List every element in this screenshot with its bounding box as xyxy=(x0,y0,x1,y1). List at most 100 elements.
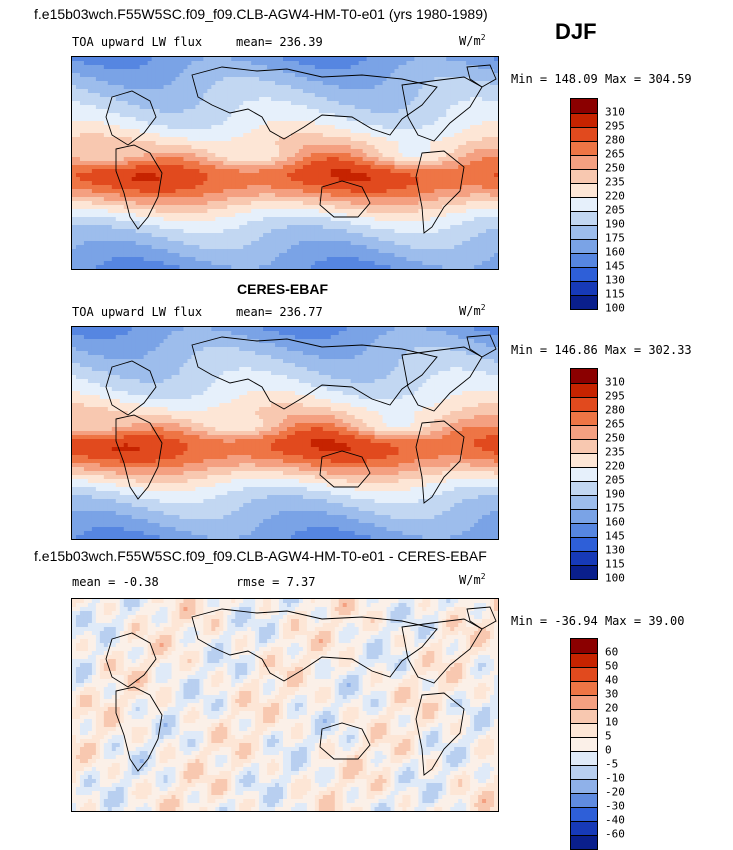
field-cell xyxy=(414,145,419,150)
field-cell xyxy=(72,185,77,190)
field-cell xyxy=(446,133,451,138)
field-cell xyxy=(112,61,117,66)
field-cell xyxy=(367,61,372,66)
field-cell xyxy=(351,153,356,158)
field-cell xyxy=(180,89,185,94)
field-cell xyxy=(211,209,216,214)
field-cell xyxy=(315,213,320,218)
field-cell xyxy=(371,209,376,214)
field-cell xyxy=(140,65,145,70)
field-cell xyxy=(156,101,161,106)
field-cell xyxy=(271,181,276,186)
field-cell xyxy=(160,145,165,150)
field-cell xyxy=(235,93,240,98)
field-cell xyxy=(191,65,196,70)
field-cell xyxy=(207,125,212,130)
field-cell xyxy=(215,101,220,106)
field-cell xyxy=(243,197,248,202)
field-cell xyxy=(283,185,288,190)
field-cell xyxy=(172,105,177,110)
field-cell xyxy=(319,85,324,90)
field-cell xyxy=(219,137,224,142)
field-cell xyxy=(243,121,248,126)
field-cell xyxy=(259,121,264,126)
field-cell xyxy=(195,149,200,154)
field-cell xyxy=(267,109,272,114)
field-cell xyxy=(104,237,109,242)
field-cell xyxy=(311,69,316,74)
field-cell xyxy=(231,77,236,82)
field-cell xyxy=(371,213,376,218)
field-cell xyxy=(207,233,212,238)
field-cell xyxy=(80,133,85,138)
field-cell xyxy=(243,153,248,158)
field-cell xyxy=(466,121,471,126)
field-cell xyxy=(291,117,296,122)
field-cell xyxy=(438,193,443,198)
field-cell xyxy=(164,225,169,230)
field-cell xyxy=(124,57,129,62)
field-cell xyxy=(438,93,443,98)
field-cell xyxy=(434,165,439,170)
field-cell xyxy=(120,73,125,78)
field-cell xyxy=(494,221,498,226)
field-cell xyxy=(140,241,145,246)
field-cell xyxy=(331,97,336,102)
field-cell xyxy=(486,197,491,202)
field-cell xyxy=(92,209,97,214)
field-cell xyxy=(96,137,101,142)
field-cell xyxy=(227,197,232,202)
field-cell xyxy=(359,129,364,134)
field-cell xyxy=(271,189,276,194)
field-cell xyxy=(335,101,340,106)
field-cell xyxy=(176,117,181,122)
field-cell xyxy=(394,181,399,186)
field-cell xyxy=(315,209,320,214)
field-cell xyxy=(144,113,149,118)
field-cell xyxy=(128,105,133,110)
field-cell xyxy=(124,157,129,162)
field-cell xyxy=(187,205,192,210)
field-cell xyxy=(331,101,336,106)
field-cell xyxy=(359,145,364,150)
field-cell xyxy=(375,173,380,178)
field-cell xyxy=(251,189,256,194)
field-cell xyxy=(88,121,93,126)
field-cell xyxy=(339,129,344,134)
field-cell xyxy=(92,217,97,222)
field-cell xyxy=(211,141,216,146)
field-cell xyxy=(486,169,491,174)
field-cell xyxy=(108,229,113,234)
field-cell xyxy=(144,57,149,62)
field-cell xyxy=(323,161,328,166)
field-cell xyxy=(379,153,384,158)
field-cell xyxy=(223,125,228,130)
field-cell xyxy=(187,165,192,170)
field-cell xyxy=(203,189,208,194)
field-cell xyxy=(255,137,260,142)
field-cell xyxy=(271,65,276,70)
field-cell xyxy=(283,181,288,186)
field-cell xyxy=(434,181,439,186)
field-cell xyxy=(283,197,288,202)
field-cell xyxy=(486,69,491,74)
field-cell xyxy=(195,157,200,162)
field-cell xyxy=(402,189,407,194)
field-cell xyxy=(490,153,495,158)
field-cell xyxy=(128,229,133,234)
field-cell xyxy=(148,237,153,242)
field-cell xyxy=(383,161,388,166)
field-cell xyxy=(136,149,141,154)
field-cell xyxy=(458,129,463,134)
field-cell xyxy=(144,205,149,210)
field-cell xyxy=(88,105,93,110)
field-cell xyxy=(406,89,411,94)
field-cell xyxy=(442,105,447,110)
field-cell xyxy=(132,109,137,114)
field-cell xyxy=(410,177,415,182)
field-cell xyxy=(430,125,435,130)
field-cell xyxy=(180,217,185,222)
field-cell xyxy=(410,169,415,174)
field-cell xyxy=(394,89,399,94)
field-cell xyxy=(183,57,188,62)
